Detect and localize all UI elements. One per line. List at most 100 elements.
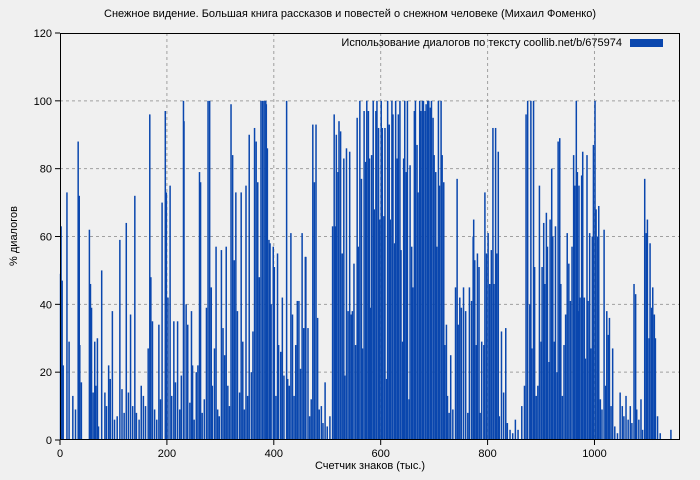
bar: [90, 307, 93, 440]
bar: [370, 155, 373, 440]
bar: [313, 182, 316, 441]
bar: [211, 385, 214, 440]
bar: [462, 287, 465, 441]
bar: [502, 392, 505, 440]
bar: [569, 300, 572, 440]
bar: [523, 385, 526, 440]
bar: [670, 429, 672, 440]
bar: [151, 321, 154, 440]
bar: [397, 114, 400, 441]
bar: [88, 229, 91, 440]
bar: [606, 311, 608, 440]
bar: [155, 419, 158, 440]
bar: [339, 131, 342, 441]
bar: [190, 311, 193, 440]
bar: [135, 412, 138, 440]
bar: [337, 172, 339, 440]
bar: [425, 104, 427, 440]
bar: [392, 114, 394, 441]
bar: [129, 314, 132, 440]
bar: [279, 351, 282, 440]
bar: [165, 192, 168, 440]
bar: [193, 419, 195, 440]
bar: [285, 100, 288, 440]
bar: [315, 124, 317, 440]
plot-border: [60, 33, 680, 440]
bar: [384, 127, 386, 440]
bar: [281, 297, 284, 440]
bar: [318, 409, 320, 440]
bar: [532, 100, 535, 440]
bar: [230, 104, 232, 440]
bar: [366, 100, 368, 440]
bar: [359, 100, 361, 440]
bar: [558, 138, 561, 440]
bar: [276, 253, 279, 440]
bar: [338, 121, 340, 441]
bar: [310, 399, 312, 440]
bar: [223, 355, 226, 440]
bar: [616, 433, 619, 440]
bar: [454, 287, 457, 441]
bar: [238, 392, 241, 440]
bar: [545, 212, 548, 440]
x-tick-label: 600: [372, 448, 390, 460]
bar: [651, 287, 654, 441]
bar: [583, 297, 586, 440]
bar: [104, 392, 106, 440]
x-axis-label: Счетчик знаков (тыс.): [314, 460, 426, 472]
bar: [96, 338, 99, 440]
bar: [654, 338, 657, 440]
bar: [191, 365, 194, 440]
bar: [409, 165, 411, 440]
bar: [243, 409, 246, 440]
bar: [350, 314, 353, 440]
bar: [500, 331, 503, 440]
bar: [109, 378, 111, 440]
bar: [261, 100, 264, 440]
bar: [584, 358, 587, 440]
y-tick-label: 120: [34, 28, 52, 40]
bar: [127, 392, 130, 440]
bar: [472, 219, 475, 440]
bar: [235, 192, 237, 440]
bar: [298, 300, 300, 440]
bar: [119, 239, 121, 440]
bar: [603, 229, 605, 440]
y-tick-label: 40: [40, 299, 52, 311]
bar: [659, 433, 661, 440]
bar: [556, 372, 558, 440]
bar: [331, 226, 334, 440]
bar: [178, 409, 181, 440]
bar: [514, 419, 517, 440]
bar: [381, 127, 384, 440]
bar: [174, 382, 177, 440]
y-tick-label: 80: [40, 164, 52, 176]
bar: [134, 195, 136, 440]
bar: [266, 148, 269, 440]
bar: [448, 412, 450, 440]
bar: [173, 321, 175, 440]
legend: Использование диалогов по тексту coollib…: [341, 37, 663, 49]
bar: [544, 283, 546, 440]
bar: [268, 239, 270, 440]
bar: [594, 100, 596, 440]
bar: [608, 317, 611, 440]
x-tick-label: 0: [57, 448, 63, 460]
bar: [92, 392, 94, 440]
bar: [521, 406, 523, 440]
x-tick-label: 800: [478, 448, 496, 460]
bar: [595, 209, 597, 440]
bar: [457, 324, 459, 440]
x-tick-label: 1000: [582, 448, 606, 460]
bar: [428, 100, 430, 440]
bar: [322, 423, 324, 440]
bar: [490, 250, 493, 440]
bar: [203, 399, 206, 440]
bar: [373, 209, 376, 440]
bar: [623, 416, 625, 440]
bar: [334, 226, 337, 440]
bar: [197, 365, 199, 440]
bar: [417, 192, 419, 440]
bar: [498, 416, 501, 440]
